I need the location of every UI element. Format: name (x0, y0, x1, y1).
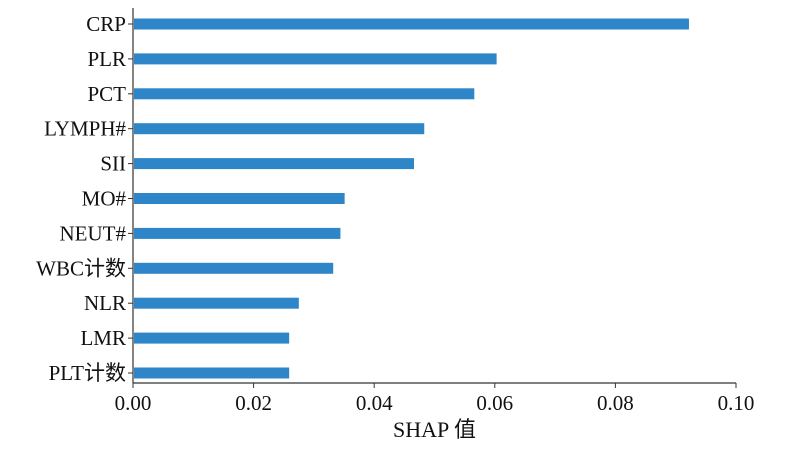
bars-group (134, 18, 689, 379)
bar-9-lmr (134, 332, 290, 344)
x-tick-label-1: 0.02 (235, 391, 272, 415)
x-tick-label-3: 0.06 (476, 391, 513, 415)
bar-8-nlr (134, 297, 299, 309)
category-label-5: MO# (82, 187, 127, 211)
bar-3-lymph (134, 123, 425, 135)
bar-4-sii (134, 158, 414, 170)
x-tick-label-5: 0.10 (718, 391, 755, 415)
category-label-2: PCT (87, 82, 126, 106)
bar-6-neut (134, 227, 341, 239)
bar-1-plr (134, 53, 497, 65)
category-label-4: SII (100, 152, 126, 176)
category-label-6: NEUT# (60, 221, 127, 245)
x-axis-ticks: 0.00 0.02 0.04 0.06 0.08 0.10 (115, 383, 755, 415)
bar-0-crp (134, 18, 689, 30)
x-axis-title: SHAP 值 (393, 417, 476, 442)
category-label-7: WBC计数 (36, 256, 126, 280)
category-label-3: LYMPH# (44, 117, 126, 141)
bar-10-plt (134, 367, 290, 379)
category-label-1: PLR (87, 47, 126, 71)
category-label-10: PLT计数 (49, 361, 126, 385)
bar-7-wbc (134, 262, 334, 274)
x-tick-label-0: 0.00 (115, 391, 152, 415)
x-tick-label-4: 0.08 (597, 391, 634, 415)
category-label-9: LMR (80, 326, 126, 350)
bar-5-mo (134, 193, 345, 204)
bar-2-pct (134, 88, 475, 100)
category-label-8: NLR (84, 291, 126, 315)
category-label-0: CRP (86, 12, 126, 36)
category-labels: CRP PLR PCT LYMPH# SII MO# NEUT# WBC计数 NLR LMR PLT… (36, 12, 133, 385)
x-tick-label-2: 0.04 (356, 391, 393, 415)
